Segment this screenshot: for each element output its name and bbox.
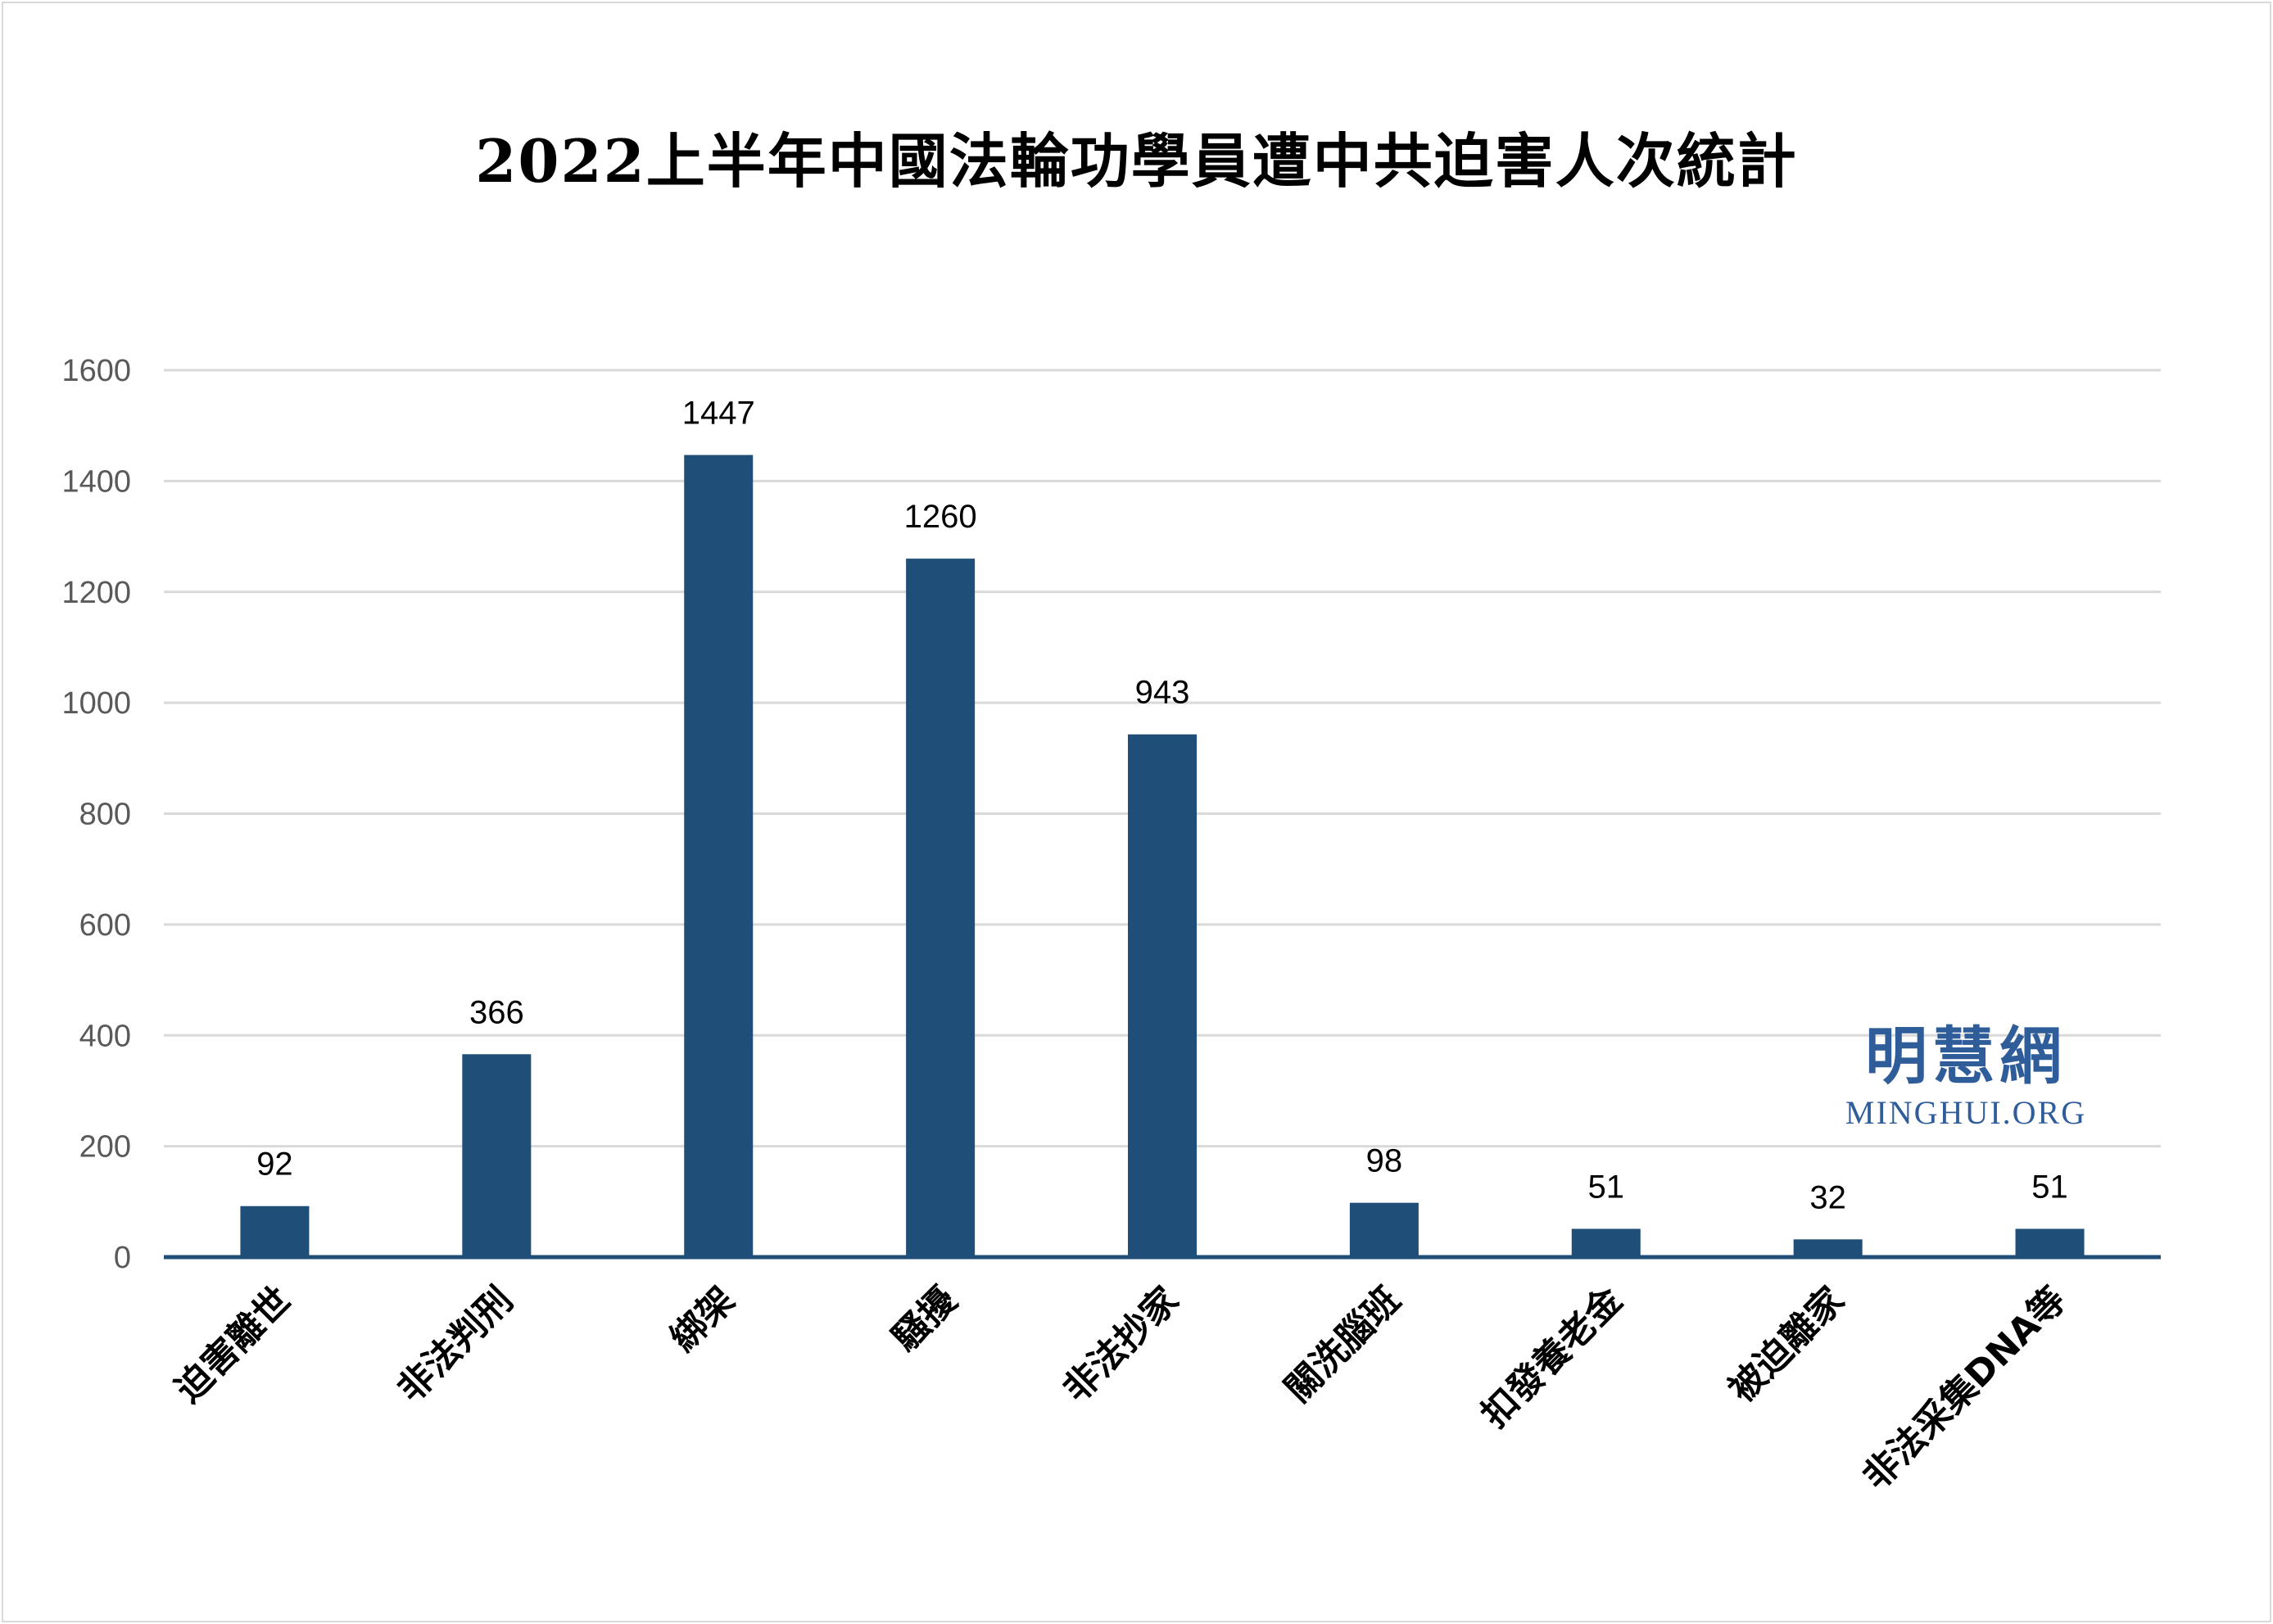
x-tick-label: 扣發養老金: [1474, 1278, 1631, 1436]
y-tick-label: 400: [79, 1019, 131, 1053]
data-label: 943: [1135, 675, 1190, 711]
data-label: 366: [469, 994, 524, 1030]
x-tick-label: 迫害離世: [168, 1279, 300, 1411]
y-tick-label: 1200: [61, 576, 131, 610]
x-tick-label: 綁架: [663, 1279, 743, 1359]
minghui-watermark: 明慧網 MINGHUI.ORG: [1802, 1020, 2130, 1133]
data-label: 1447: [682, 396, 755, 432]
watermark-name-en: MINGHUI.ORG: [1845, 1094, 2087, 1131]
x-tick-label: 非法抄家: [1055, 1279, 1187, 1411]
bar: [1128, 734, 1197, 1257]
bar: [684, 455, 754, 1257]
data-label: 32: [1809, 1179, 1846, 1215]
bars: [240, 455, 2085, 1257]
x-tick-label: 被迫離家: [1721, 1279, 1853, 1411]
y-tick-label: 600: [79, 908, 131, 943]
data-label: 98: [1366, 1143, 1403, 1179]
data-label: 92: [256, 1147, 293, 1183]
chart-title: 2022上半年中國法輪功學員遭中共迫害人次統計: [475, 126, 1798, 196]
x-tick-label: 騷擾: [885, 1278, 966, 1359]
bar: [462, 1054, 532, 1257]
y-tick-label: 1400: [61, 464, 131, 499]
y-tick-label: 0: [114, 1241, 131, 1275]
bar: [1571, 1228, 1641, 1257]
y-tick-label: 200: [79, 1130, 131, 1165]
y-tick-label: 800: [79, 798, 131, 832]
data-label: 51: [2031, 1169, 2068, 1205]
bar: [2015, 1228, 2085, 1257]
y-tick-label: 1600: [61, 354, 131, 388]
data-label: 1260: [904, 499, 977, 535]
data-label: 51: [1588, 1169, 1625, 1205]
bar: [906, 559, 976, 1257]
x-tick-label: 關洗腦班: [1277, 1279, 1409, 1411]
x-tick-label: 非法判刑: [390, 1279, 522, 1411]
x-tick-labels: 迫害離世 非法判刑 綁架 騷擾 非法抄家 關洗腦班 扣發養老金 被迫離家 非法采集DNA等: [168, 1278, 2075, 1498]
x-tick-label: 非法采集DNA等: [1855, 1279, 2075, 1499]
bar: [1793, 1239, 1863, 1257]
data-labels: 92 366 1447 1260 943 98 51 32 51: [256, 396, 2068, 1216]
y-tick-labels: 0 200 400 600 800 1000 1200 1400 1600: [61, 354, 131, 1275]
watermark-name-cn: 明慧網: [1865, 1020, 2067, 1092]
bar: [1349, 1202, 1419, 1257]
y-tick-label: 1000: [61, 686, 131, 721]
bar: [240, 1206, 310, 1257]
